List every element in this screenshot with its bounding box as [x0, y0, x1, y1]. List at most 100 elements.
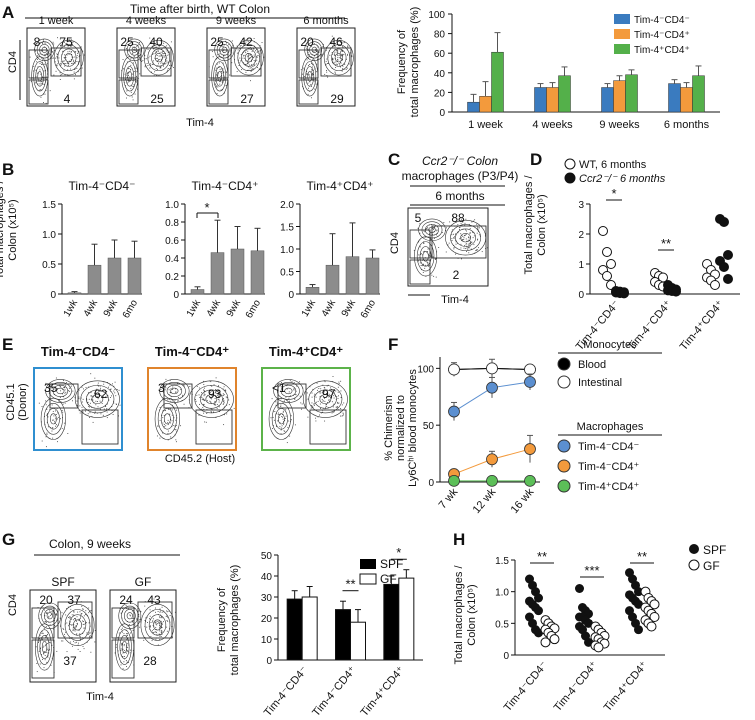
flow-dot	[215, 80, 217, 82]
flow-contour	[277, 382, 300, 400]
flow-dot	[140, 619, 142, 621]
flow-dot	[160, 629, 162, 631]
flow-dot	[136, 619, 138, 621]
flow-dot	[319, 396, 321, 398]
flow-dot	[246, 65, 248, 67]
flow-dot	[312, 73, 314, 75]
flow-contour	[37, 629, 52, 665]
flow-dot	[277, 414, 279, 415]
flow-dot	[321, 392, 323, 394]
flow-dot	[76, 67, 78, 69]
flow-dot	[57, 63, 59, 65]
flow-dot	[41, 440, 43, 442]
flow-dot	[162, 398, 164, 400]
flow-dot	[250, 70, 252, 72]
flow-dot	[294, 424, 296, 426]
flow-dot	[337, 55, 339, 56]
flow-dot	[97, 406, 99, 408]
panel-letter: G	[2, 530, 15, 549]
flow-dot	[144, 601, 146, 602]
flow-dot	[336, 50, 338, 52]
flow-dot	[248, 69, 250, 71]
flow-dot	[143, 639, 145, 641]
flow-dot	[126, 73, 128, 75]
flow-dot	[223, 48, 225, 50]
flow-dot	[307, 74, 309, 76]
flow-dot	[254, 56, 256, 58]
flow-dot	[158, 623, 160, 624]
flow-dot	[311, 396, 313, 398]
flow-dot	[336, 406, 338, 408]
quadrant-value: 4	[64, 92, 71, 106]
flow-dot	[74, 69, 76, 70]
flow-dot	[346, 54, 348, 56]
flow-dot	[337, 403, 339, 404]
flow-dot	[287, 420, 289, 422]
series-point	[524, 363, 536, 376]
flow-dot	[59, 396, 61, 398]
flow-dot	[313, 43, 315, 45]
flow-dot	[159, 610, 161, 612]
flow-contour	[419, 246, 432, 267]
flow-dot	[217, 394, 219, 396]
flow-dot	[216, 85, 218, 87]
flow-contour	[460, 232, 471, 243]
flow-dot	[342, 65, 344, 67]
flow-dot	[216, 74, 218, 76]
flow-dot	[464, 224, 466, 226]
flow-dot	[126, 661, 128, 663]
flow-dot	[162, 417, 164, 419]
flow-contour	[153, 619, 162, 631]
flow-dot	[160, 67, 162, 69]
flow-contour	[268, 397, 294, 440]
flow-dot	[40, 89, 42, 91]
flow-dot	[427, 265, 429, 267]
flow-dot	[63, 633, 65, 635]
flow-dot	[324, 397, 325, 399]
flow-dot	[59, 617, 61, 619]
flow-dot	[121, 627, 123, 629]
flow-dot	[245, 39, 247, 41]
flow-dot	[428, 265, 430, 267]
quadrant-value: 29	[330, 92, 344, 106]
x-tick-label: Tim-4⁻CD4⁺	[552, 659, 601, 714]
flow-dot	[249, 64, 251, 66]
flow-dot	[315, 53, 317, 55]
flow-dot	[183, 384, 185, 386]
flow-dot	[134, 48, 136, 50]
flow-dot	[136, 617, 138, 619]
flow-dot	[327, 62, 328, 64]
flow-dot	[167, 430, 169, 432]
flow-dot	[81, 605, 83, 607]
flow-dot	[56, 388, 58, 390]
flow-dot	[157, 60, 159, 62]
flow-dot	[342, 412, 344, 414]
flow-dot	[159, 623, 161, 625]
flow-contour	[151, 48, 167, 67]
flow-dot	[221, 72, 223, 74]
flow-dot	[257, 55, 259, 56]
gate-donor	[49, 383, 79, 409]
flow-dot	[333, 403, 335, 405]
flow-dot	[215, 69, 217, 71]
x-tick-label: 1wk	[185, 297, 204, 319]
flow-dot	[253, 54, 255, 56]
flow-dot	[245, 52, 247, 54]
flow-dot	[189, 393, 191, 395]
flow-dot	[225, 71, 227, 73]
flow-dot	[462, 239, 464, 241]
flow-dot	[202, 407, 204, 409]
flow-dot	[218, 401, 220, 403]
flow-dot	[223, 71, 225, 73]
flow-dot	[46, 432, 48, 434]
flow-dot	[272, 428, 273, 430]
legend-marker	[557, 459, 571, 473]
flow-dot	[120, 612, 122, 614]
legend-swatch	[614, 14, 630, 24]
bar	[398, 577, 415, 661]
flow-dot	[98, 385, 99, 387]
flow-dot	[413, 249, 415, 251]
flow-dot	[71, 624, 73, 626]
gate-ul	[409, 229, 431, 259]
